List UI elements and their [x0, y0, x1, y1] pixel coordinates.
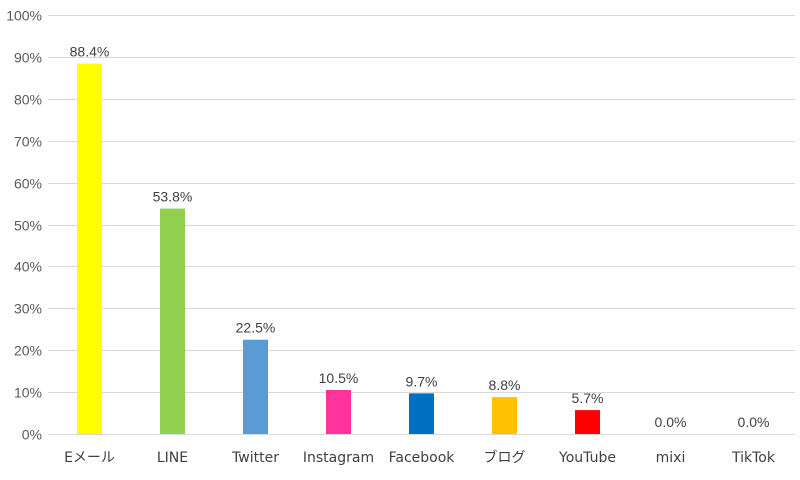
data-labels: 88.4% 53.8% 22.5% 10.5% 9.7% 8.8% 5.7% 0.0% 0.0%: [70, 44, 770, 430]
bar: [160, 208, 185, 434]
x-axis-category-labels: Eメール LINE Twitter Instagram Facebook ブログ YouTu…: [64, 449, 776, 466]
category-label: YouTube: [558, 450, 616, 466]
data-label: 53.8%: [153, 189, 193, 205]
data-label: 10.5%: [319, 370, 359, 386]
data-label: 5.7%: [572, 390, 604, 406]
bar: [575, 410, 600, 434]
bar: [326, 390, 351, 434]
y-tick-label: 90%: [14, 50, 42, 66]
category-label: Instagram: [303, 450, 374, 466]
category-label: Twitter: [231, 450, 279, 466]
category-label: LINE: [157, 450, 188, 466]
data-label: 9.7%: [406, 373, 438, 389]
y-tick-label: 50%: [14, 218, 42, 234]
category-label: mixi: [656, 450, 686, 466]
category-label: TikTok: [731, 450, 776, 466]
y-tick-label: 70%: [14, 134, 42, 150]
y-tick-label: 0%: [22, 427, 42, 443]
data-label: 0.0%: [738, 414, 770, 430]
y-tick-label: 80%: [14, 92, 42, 108]
data-label: 22.5%: [236, 320, 276, 336]
y-tick-label: 30%: [14, 301, 42, 317]
bars: [77, 63, 600, 434]
bar: [409, 393, 434, 434]
bar: [492, 397, 517, 434]
category-label: ブログ: [484, 449, 526, 466]
y-tick-label: 60%: [14, 176, 42, 192]
category-label: Facebook: [389, 450, 456, 466]
bar: [243, 339, 268, 434]
y-axis-tick-labels: 0% 10% 20% 30% 40% 50% 60% 70% 80% 90% 100%: [6, 8, 42, 443]
y-tick-label: 20%: [14, 343, 42, 359]
data-label: 0.0%: [655, 414, 687, 430]
data-label: 88.4%: [70, 44, 110, 60]
data-label: 8.8%: [489, 377, 521, 393]
y-tick-label: 10%: [14, 385, 42, 401]
y-tick-label: 40%: [14, 259, 42, 275]
bar: [77, 63, 102, 434]
y-tick-label: 100%: [6, 8, 42, 24]
category-label: Eメール: [64, 450, 115, 466]
